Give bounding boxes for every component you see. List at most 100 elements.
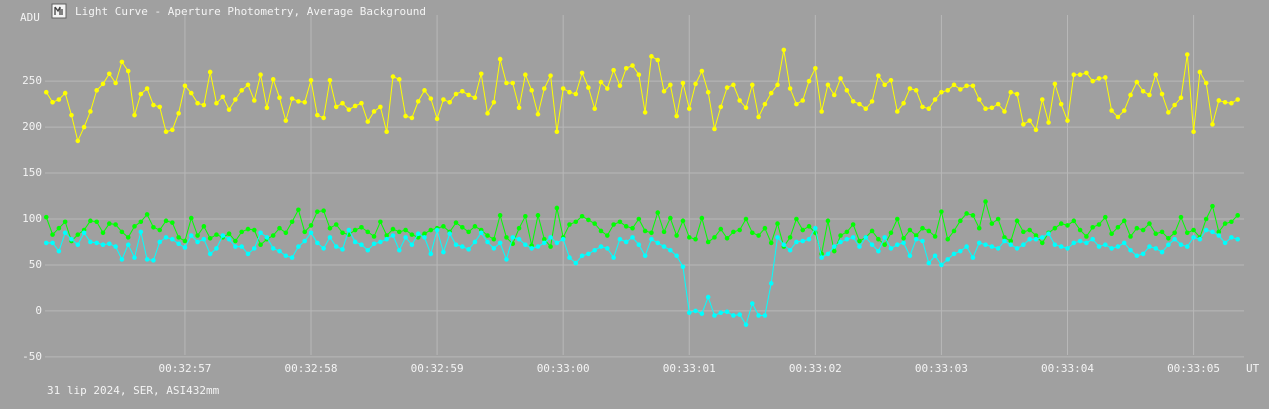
data-point [775,221,780,226]
data-point [163,218,169,224]
data-point [1084,70,1089,76]
data-point [1090,236,1096,242]
data-point [932,234,938,239]
y-tick-label: 0 [35,304,42,317]
data-point [825,218,831,224]
data-point [535,213,541,218]
data-point [1172,236,1177,242]
data-point [132,224,137,229]
data-point [699,215,705,221]
data-point [1140,251,1146,257]
y-tick-label: 150 [22,166,42,179]
data-point [460,244,465,249]
data-point [888,77,894,83]
data-point [491,236,497,242]
data-point [466,92,471,98]
data-point [151,102,156,108]
data-point [743,216,749,222]
data-point [88,239,93,245]
data-point [869,99,875,104]
data-point [1140,88,1146,94]
data-point [756,313,761,318]
data-point [945,88,951,93]
data-point [1065,118,1070,123]
data-point [768,90,774,96]
data-point [1229,235,1234,240]
data-point [1096,244,1102,249]
data-point [970,255,976,260]
data-point [371,234,377,239]
data-point [56,97,62,102]
data-point [1229,219,1234,225]
data-point [447,99,453,105]
data-point [605,86,610,91]
data-point [163,235,169,240]
data-point [359,100,364,106]
data-point [976,240,982,246]
data-point [1184,52,1190,57]
data-point [302,229,308,235]
data-point [737,312,742,317]
data-point [1058,244,1064,249]
series-line [45,49,1238,143]
data-point [251,246,257,251]
series-line [46,226,1238,326]
data-point [680,80,686,86]
data-point [762,225,768,231]
data-point [340,100,345,106]
data-point [441,97,446,102]
data-point [1077,227,1083,233]
data-point [863,235,869,240]
data-point [1027,118,1032,123]
data-point [1140,227,1146,233]
data-point [333,244,339,249]
data-point [825,251,831,257]
data-point [1071,240,1077,246]
data-point [1216,98,1222,103]
data-point [655,57,661,63]
data-point [611,222,616,227]
data-point [472,239,478,245]
data-point [207,251,213,257]
data-point [264,235,270,240]
data-point [554,129,560,135]
data-point [182,83,188,89]
data-point [523,213,528,219]
data-point [636,242,642,248]
data-point [939,209,944,214]
data-point [327,235,333,240]
data-point [913,88,919,93]
data-point [188,215,194,221]
data-point [415,99,421,104]
data-point [800,238,806,244]
data-point [302,238,308,244]
data-point [277,225,282,231]
data-point [674,113,679,119]
data-point [188,90,194,96]
data-point [636,216,642,222]
data-point [1197,236,1203,242]
data-point [62,90,68,96]
data-point [617,83,623,89]
data-point [1077,72,1083,78]
data-point [775,82,780,88]
data-point [106,241,112,247]
data-point [743,105,749,111]
data-point [611,67,616,73]
data-point [352,239,358,245]
data-point [1008,89,1014,95]
data-point [510,80,516,86]
data-point [523,242,528,248]
title-icon [51,3,67,19]
data-point [409,115,415,121]
data-point [869,242,875,248]
data-point [390,74,396,79]
data-point [1014,91,1020,97]
data-point [1121,108,1127,113]
data-point [894,216,900,222]
data-point [220,94,226,100]
data-point [939,89,944,95]
data-point [945,257,951,262]
data-point [497,213,503,218]
data-point [598,228,604,234]
